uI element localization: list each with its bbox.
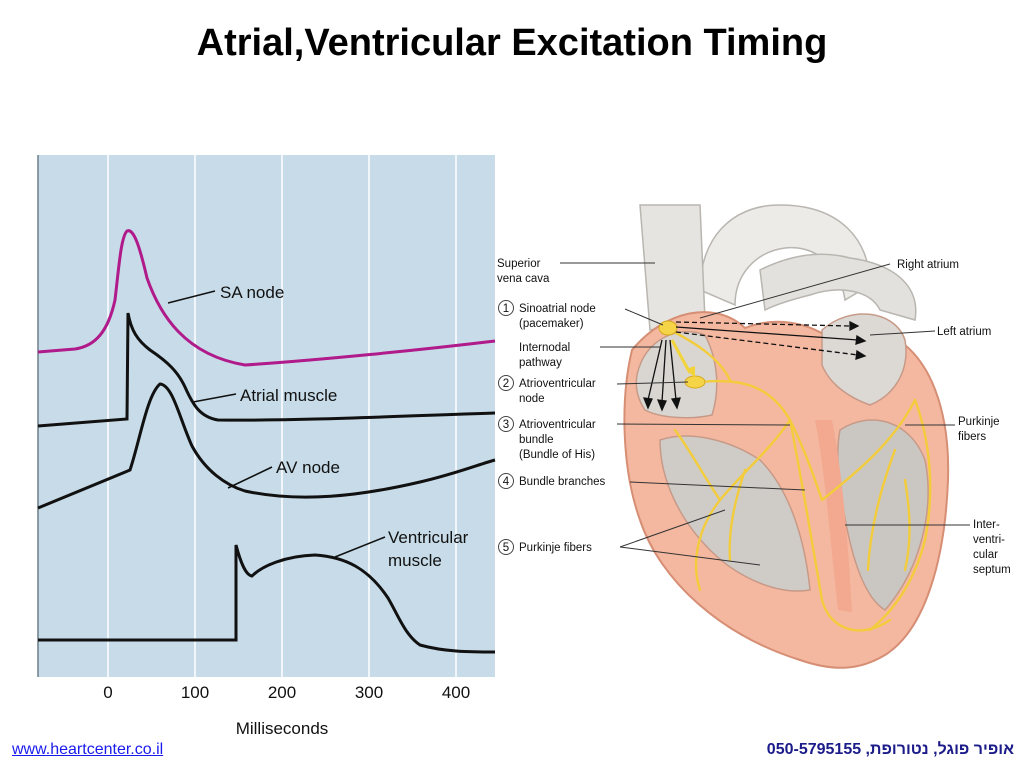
septum-label-2: ventri- [973, 534, 1005, 546]
sinoatrial-node-label-1: Sinoatrial node [519, 303, 596, 315]
right-atrium-label: Right atrium [897, 259, 959, 271]
septum-label-1: Inter- [973, 519, 1000, 531]
septum-wall [815, 420, 852, 612]
item-3-number: 3 [503, 419, 509, 431]
purkinje-fibers-right-label-1: Purkinje [958, 416, 1000, 428]
bundle-branches-label: Bundle branches [519, 476, 606, 488]
left-atrium-label: Left atrium [937, 326, 991, 338]
bundle-of-his-label-1: Atrioventricular [519, 419, 596, 431]
ventricular-muscle-label-2: muscle [388, 551, 442, 570]
septum-label-3: cular [973, 549, 998, 561]
ventricular-muscle-trace [38, 544, 496, 654]
conduction-system [668, 328, 932, 632]
ventricular-muscle-label: Ventricular [388, 528, 469, 547]
sinoatrial-node-label-2: (pacemaker) [519, 318, 584, 330]
contact-info: אופיר פוגל, נטורופת, 050-5795155 [766, 741, 1014, 758]
heart-illustration: 1 2 3 4 5 Superior vena cava Sinoatrial … [497, 204, 1011, 669]
plot-gridlines [107, 155, 457, 677]
superior-vena-cava-label-1: Superior [497, 258, 541, 270]
page-title: Atrial,Ventricular Excitation Timing [196, 22, 828, 64]
av-node-trace [37, 382, 496, 510]
internodal-pathway-label-1: Internodal [519, 342, 570, 354]
item-2-number: 2 [503, 378, 509, 390]
left-atrium-chamber [821, 313, 907, 406]
trace-leader-lines [167, 290, 386, 558]
x-tick-3: 300 [355, 683, 383, 702]
x-tick-4: 400 [442, 683, 470, 702]
av-node-label: AV node [276, 458, 340, 477]
atrioventricular-node-label-1: Atrioventricular [519, 378, 596, 390]
sa-node-label: SA node [220, 283, 284, 302]
sa-node-illustration [658, 320, 678, 336]
septum-label-4: septum [973, 564, 1011, 576]
item-1-number: 1 [503, 303, 509, 315]
atrial-muscle-trace [37, 312, 496, 428]
purkinje-fibers-right-label-2: fibers [958, 431, 986, 443]
internodal-pathway-label-2: pathway [519, 357, 562, 369]
sa-to-av-arrowhead [686, 366, 695, 378]
bundle-of-his-label-2: bundle [519, 434, 554, 446]
sa-node-trace [37, 229, 496, 367]
superior-vena-cava-label-2: vena cava [497, 273, 550, 285]
item-number-circles [498, 300, 514, 555]
right-ventricle-chamber [659, 435, 811, 592]
pulmonary-trunk-illustration [759, 253, 917, 321]
item-5-number: 5 [503, 542, 509, 554]
x-tick-2: 200 [268, 683, 296, 702]
superior-vena-cava-illustration [639, 204, 706, 331]
item-4-number: 4 [503, 476, 510, 488]
atrial-muscle-label: Atrial muscle [240, 386, 337, 405]
x-axis-label: Milliseconds [236, 719, 329, 738]
purkinje-fibers-left-label: Purkinje fibers [519, 542, 592, 554]
x-tick-0: 0 [103, 683, 112, 702]
atrioventricular-node-label-2: node [519, 393, 545, 405]
propagation-arrows [642, 320, 867, 412]
website-link[interactable]: www.heartcenter.co.il [12, 741, 164, 758]
sa-to-av-arrow [670, 339, 692, 374]
bundle-of-his-label-3: (Bundle of His) [519, 449, 595, 461]
x-tick-1: 100 [181, 683, 209, 702]
timing-plot: SA node Atrial muscle AV node Ventricula… [37, 155, 496, 738]
heart-leader-lines [560, 262, 970, 566]
